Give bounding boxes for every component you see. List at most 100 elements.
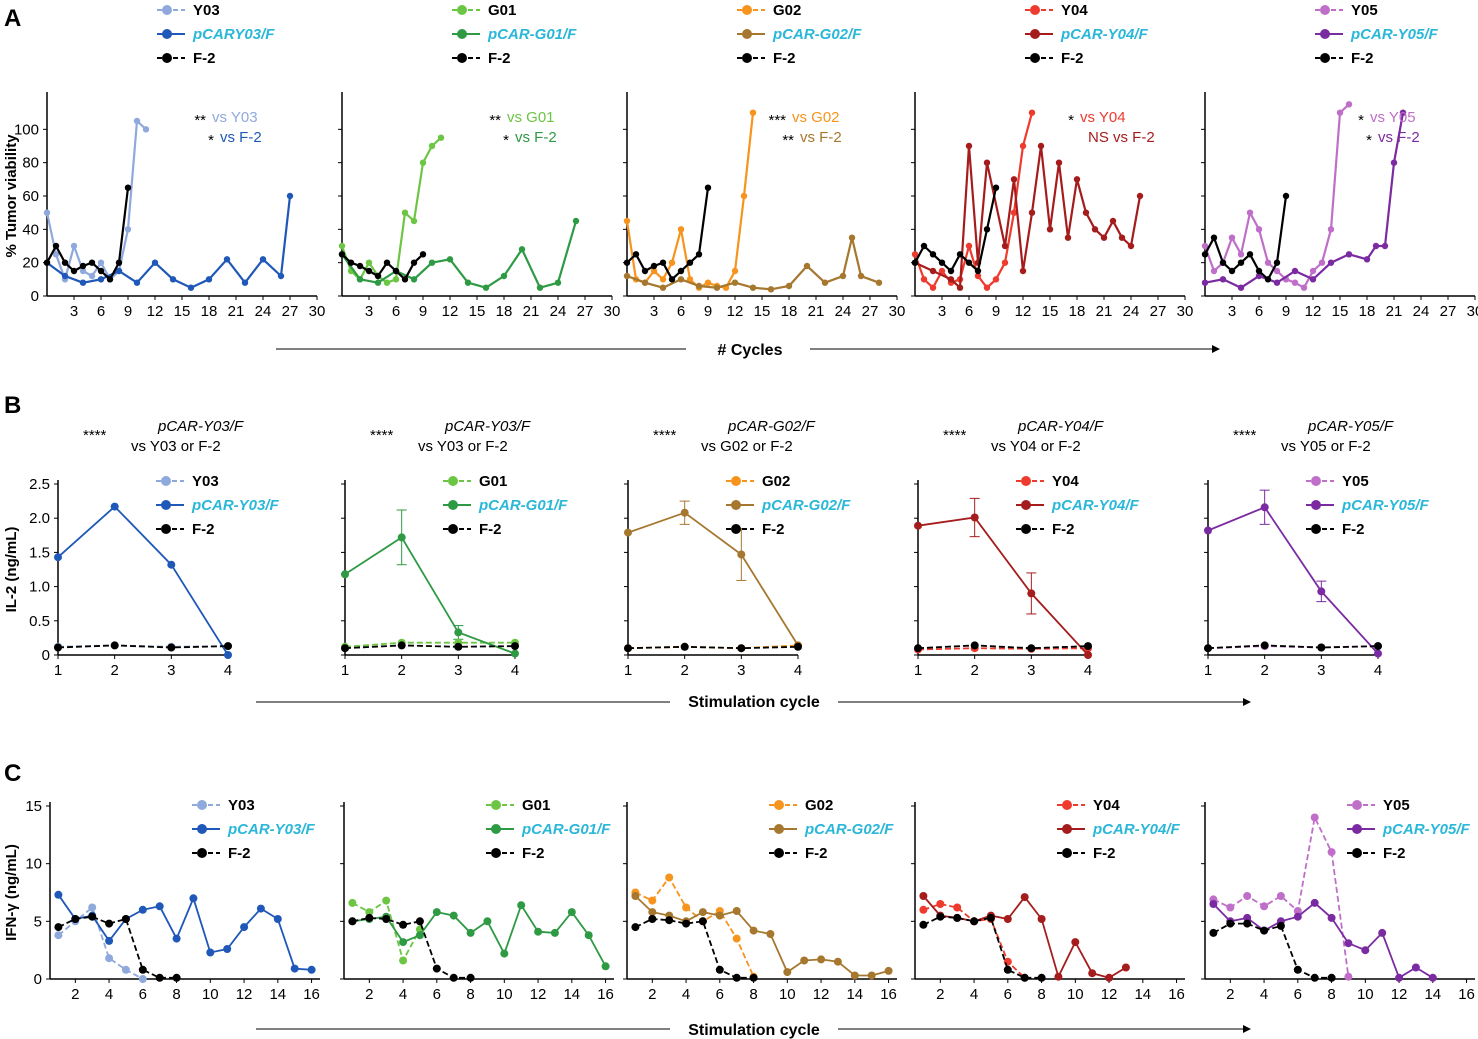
chart-B-Y04-series-dark-point — [1084, 651, 1092, 659]
chart-C-G01-series-f2-point — [432, 964, 441, 973]
chart-C-G01-series-f2-line — [352, 916, 471, 979]
chart-C-Y04-x-tick-label: 12 — [1101, 986, 1118, 1003]
chart-A-Y05-series-f2-point — [1219, 259, 1227, 266]
chart-A-G01-series-f2-point — [410, 259, 418, 266]
chart-B-panel-G01: 1 2 3 4 G01 pCAR-G01/F F-2 **** pCAR-Y03/F vs Y03… — [341, 418, 568, 679]
chart-A-Y05-series-light-point — [1246, 209, 1254, 216]
chart-B-Y05-legend-label-0: Y05 — [1342, 473, 1369, 490]
chart-B-Y05-series-dark-point — [1317, 587, 1326, 596]
chart-A-G01-x-tick-label: 30 — [604, 303, 621, 320]
chart-A-G02-series-dark-point — [875, 279, 883, 286]
chart-A-Y03-series-dark-point — [223, 256, 231, 263]
chart-B-G02-series-dark-line — [627, 511, 799, 646]
panel-label-c: C — [4, 760, 21, 787]
chart-B-Y05-series-f2-point — [1374, 642, 1382, 651]
chart-A-Y05-series-dark-point — [1345, 251, 1353, 258]
chart-A-panel-Y04: 3 6 9 12 15 18 21 24 27 30 Y04 pCAR-Y04/F F-2 * vs Y04… — [911, 2, 1193, 320]
chart-B-G02-note-car: pCAR-G02/F — [727, 418, 816, 435]
chart-A-Y03-x-tick-label: 18 — [201, 303, 218, 320]
chart-C-G02-x-tick-label: 16 — [880, 986, 897, 1003]
chart-A-Y03-series-light-point — [97, 259, 105, 266]
chart-A-Y04-series-dark-point — [1010, 176, 1018, 183]
chart-A-Y04-series-dark-point — [1064, 234, 1072, 241]
chart-B-Y03-series-f2-line — [57, 644, 229, 649]
chart-A-Y04-series-light-point — [974, 272, 982, 280]
chart-C-Y04-series-dark-point — [1121, 963, 1130, 972]
chart-A-Y05-series-light-point — [1345, 101, 1353, 108]
chart-A-Y03-y-tick-label: 20 — [22, 255, 39, 272]
chart-B-panel-Y05: 1 2 3 4 Y05 pCAR-Y05/F F-2 **** pCAR-Y05/F vs Y05… — [1204, 418, 1430, 679]
chart-C-G01-series-f2-point — [415, 917, 424, 926]
chart-A-G01-annotation-stars-0: ** — [489, 112, 501, 129]
chart-A-Y04-x-tick-label: 30 — [1177, 303, 1194, 320]
chart-A-Y05-series-dark-point — [1372, 242, 1380, 250]
chart-A-G01-series-light-point — [419, 159, 427, 166]
chart-A-Y05-series-light-point — [1228, 234, 1236, 241]
chart-A-Y05-series-light-point — [1336, 109, 1344, 116]
chart-C-Y03-legend-label-1: pCAR-Y03/F — [227, 821, 316, 838]
chart-A-Y04-series-dark-point — [1091, 226, 1099, 233]
chart-A-G02-series-dark-point — [821, 279, 829, 286]
chart-A-G01-legend-label-2: F-2 — [488, 50, 511, 67]
chart-C-Y05-series-f2-point — [1209, 928, 1218, 937]
chart-B-G02-series-f2-point — [737, 644, 746, 653]
chart-A-G02-series-dark-point — [677, 276, 685, 283]
chart-C-Y03-y-tick-label: 5 — [34, 913, 42, 930]
chart-A-G02-x-tick-label: 21 — [808, 303, 825, 320]
chart-A-Y05-series-light-point — [1291, 279, 1299, 286]
chart-A-Y05-series-light-point — [1201, 242, 1209, 250]
chart-A-Y04-series-f2-point — [929, 251, 937, 258]
chart-A-Y04-series-dark-point — [1127, 242, 1135, 250]
chart-A-G02-series-f2-point — [632, 251, 640, 258]
chart-C-Y04-legend-marker-2 — [1062, 848, 1072, 858]
chart-C-panel-G02: 2 4 6 8 10 12 14 16 G02 pCAR-G02/F F-2 — [623, 797, 897, 1003]
panel-label-a: A — [4, 5, 21, 32]
chart-C-G02-series-dark-line — [634, 895, 889, 977]
chart-A-Y04-series-dark-point — [965, 142, 973, 150]
chart-A-G01-series-f2-point — [338, 251, 346, 258]
chart-A-Y03-series-dark-point — [259, 256, 267, 263]
chart-A-Y05-x-tick-label: 24 — [1413, 303, 1430, 320]
chart-C-Y05-series-light-point — [1327, 848, 1336, 857]
chart-C-Y03-x-tick-label: 12 — [236, 986, 253, 1003]
chart-C-Y03-legend-marker-0 — [197, 800, 207, 810]
chart-A-Y05-series-f2-point — [1246, 251, 1254, 258]
chart-A-G02-series-light-point — [623, 217, 631, 225]
chart-A-G01-series-light-point — [437, 134, 445, 141]
chart-A-G02-series-f2-point — [659, 259, 667, 266]
chart-C-y-label: IFN-γ (ng/mL) — [3, 844, 20, 941]
chart-C-G02-x-tick-label: 4 — [682, 986, 690, 1003]
chart-A-G01-series-dark-point — [428, 259, 436, 266]
chart-C-Y05-series-f2-point — [1293, 965, 1302, 974]
chart-C-Y04-series-f2-point — [1020, 973, 1029, 982]
chart-C-G02-series-dark-point — [715, 911, 724, 920]
chart-A-Y05-series-dark-point — [1381, 242, 1389, 250]
chart-C-Y03-x-tick-label: 10 — [202, 986, 219, 1003]
chart-C-Y05-series-light-point — [1226, 903, 1235, 912]
chart-C-Y03-series-f2-point — [54, 923, 63, 932]
chart-A-G01-legend-label-1: pCAR-G01/F — [487, 26, 577, 43]
chart-A-G02-x-tick-label: 15 — [754, 303, 771, 320]
chart-C-G01-series-light-point — [382, 896, 391, 905]
chart-A-Y04-annotation-stars-0: * — [1068, 112, 1074, 129]
chart-C-G02-legend-label-1: pCAR-G02/F — [804, 821, 894, 838]
chart-C-Y05-x-tick-label: 16 — [1458, 986, 1475, 1003]
chart-A-Y03-series-light-point — [43, 209, 51, 216]
chart-C-Y04-legend-label-1: pCAR-Y04/F — [1092, 821, 1181, 838]
chart-A-G01-series-light-point — [410, 217, 418, 225]
chart-B-G01-note-vs: vs Y03 or F-2 — [418, 438, 508, 455]
chart-B-Y04-legend-label-0: Y04 — [1052, 473, 1079, 490]
chart-A-Y04-series-light-point — [1019, 142, 1027, 150]
chart-A-Y04-series-dark-point — [983, 159, 991, 166]
chart-B-Y03-series-f2-point — [224, 642, 232, 651]
chart-A-Y05-series-dark-point — [1201, 279, 1209, 286]
chart-C-Y03-legend-label-2: F-2 — [228, 845, 251, 862]
chart-B-G02-stars: **** — [653, 427, 677, 444]
chart-A-Y03-series-dark-point — [151, 259, 159, 266]
chart-C-Y05-series-light-point — [1310, 813, 1319, 822]
chart-C-Y05-series-light-point — [1344, 972, 1353, 981]
chart-B-G02-series-dark-point — [624, 528, 632, 537]
chart-A-Y03-y-tick-label: 60 — [22, 188, 39, 205]
chart-A-Y04-x-tick-label: 12 — [1015, 303, 1032, 320]
chart-C-Y03-series-dark-point — [223, 945, 232, 953]
